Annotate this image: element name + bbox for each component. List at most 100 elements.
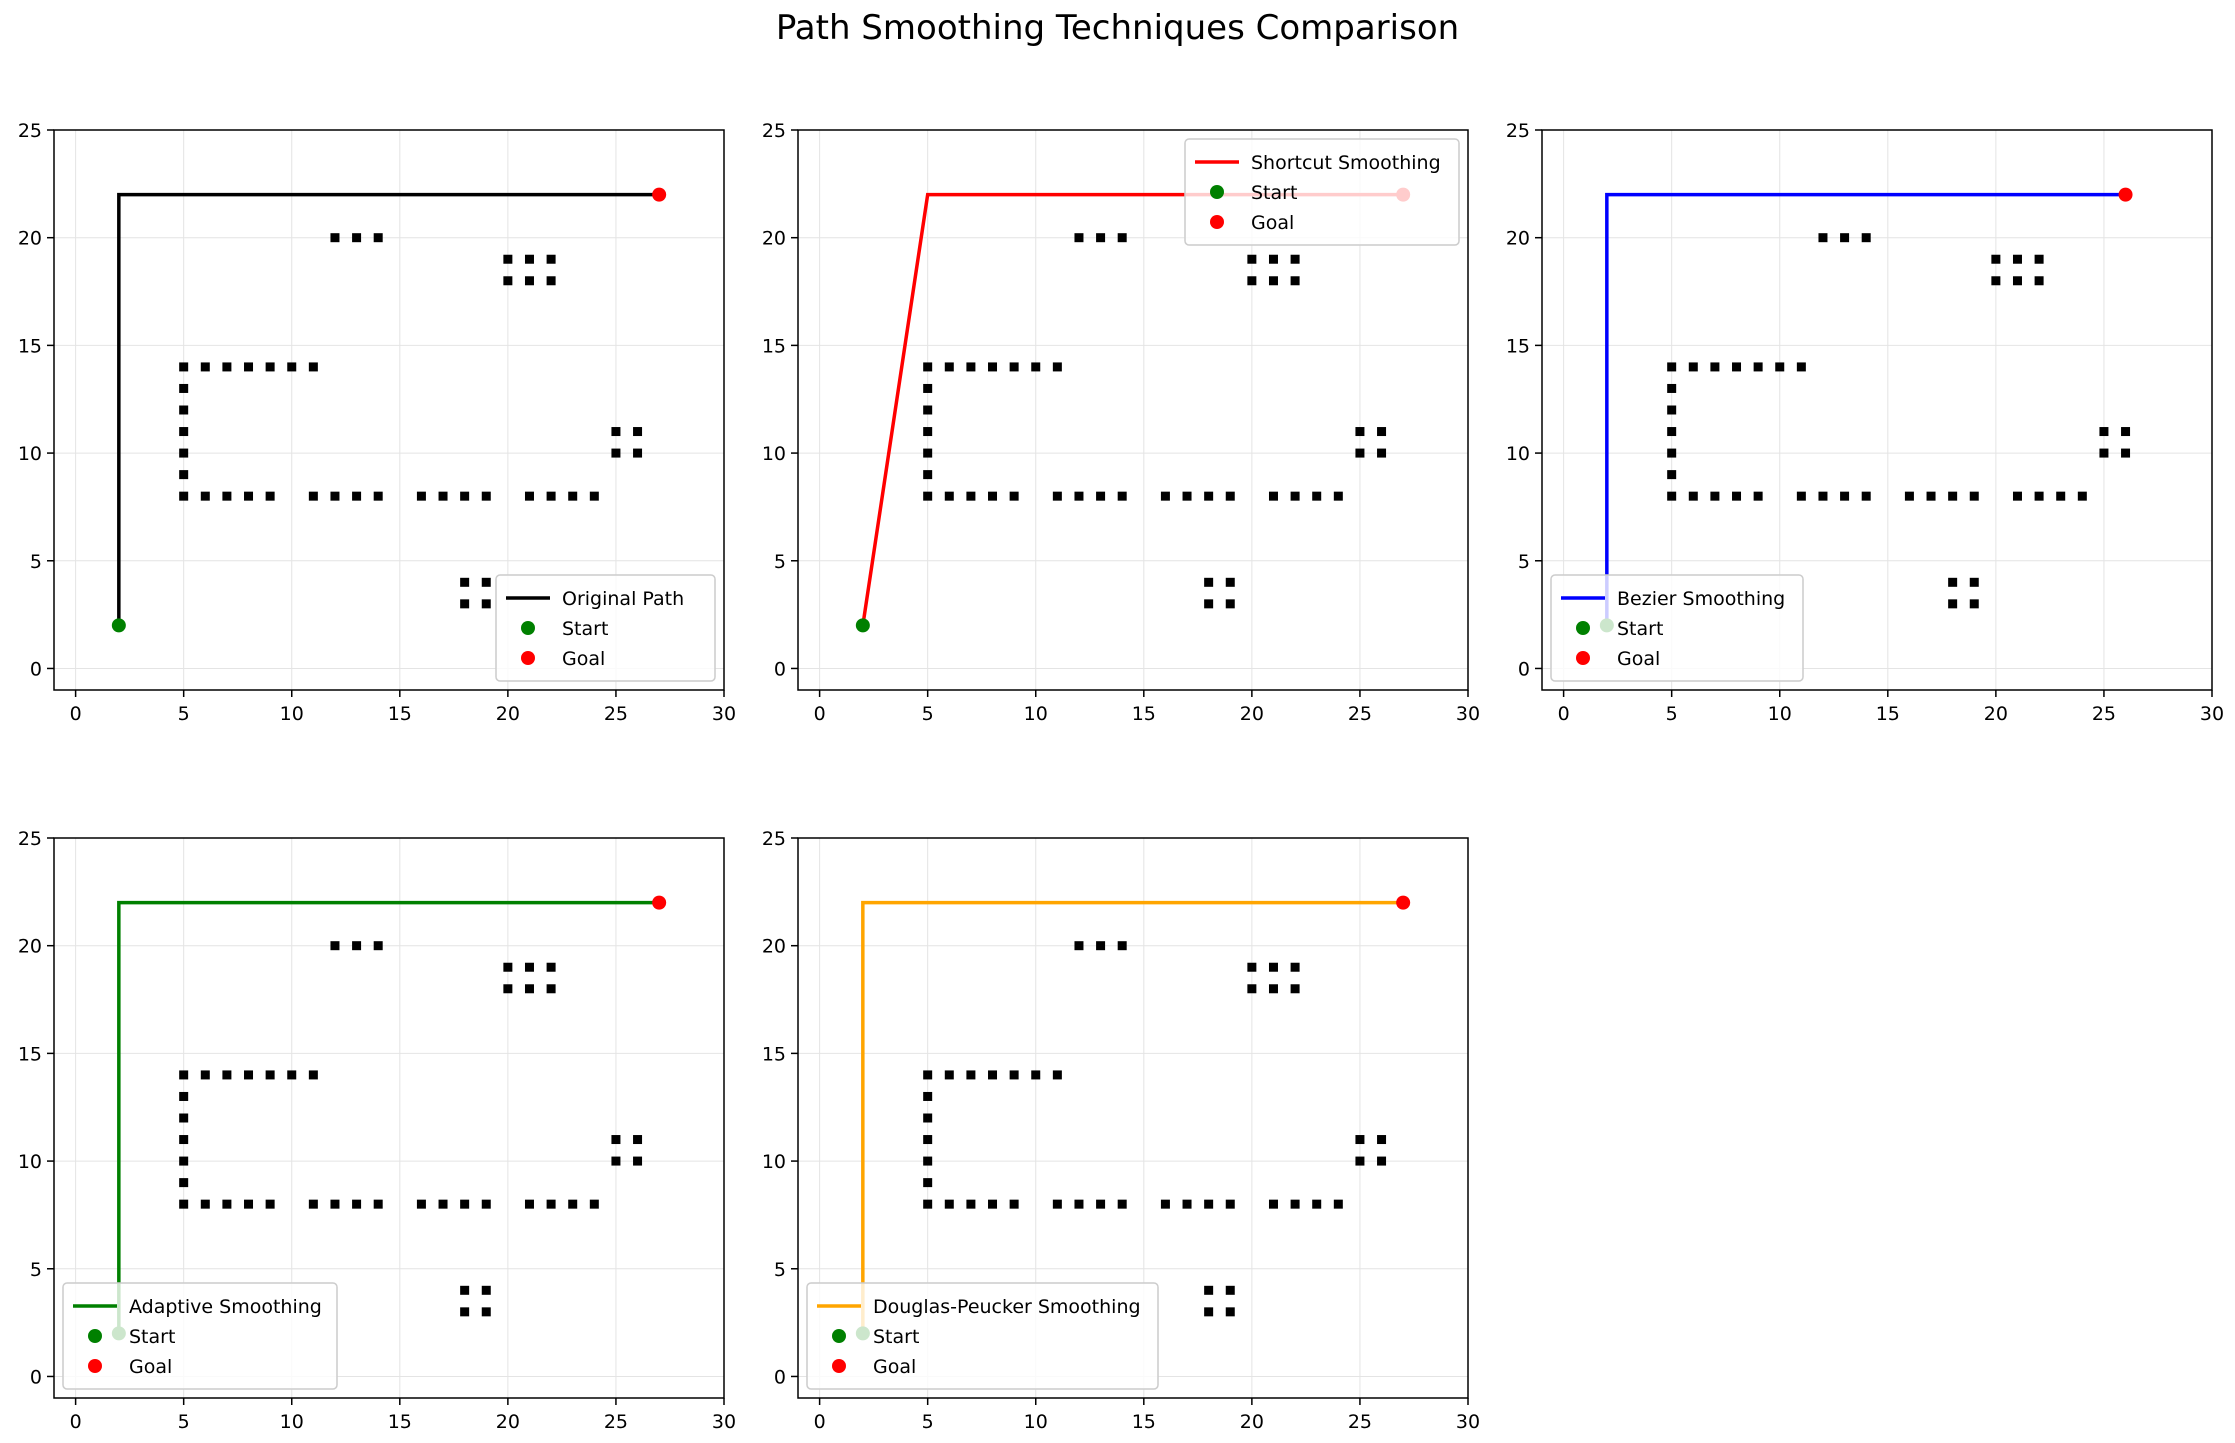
legend: Original Path Start Goal xyxy=(495,574,716,682)
obstacle-marker xyxy=(1204,1285,1214,1295)
obstacle-marker xyxy=(1775,362,1785,372)
obstacle-marker xyxy=(923,427,933,437)
obstacle-marker xyxy=(1225,599,1235,609)
obstacle-marker xyxy=(308,491,318,501)
obstacle-marker xyxy=(546,984,556,994)
y-tick-label: 15 xyxy=(762,1043,786,1065)
obstacle-marker xyxy=(1796,362,1806,372)
obstacle-marker xyxy=(1667,362,1677,372)
legend-label: Douglas-Peucker Smoothing xyxy=(873,1296,1141,1318)
obstacle-marker xyxy=(1377,1156,1387,1166)
obstacle-marker xyxy=(966,1070,976,1080)
y-tick-label: 5 xyxy=(774,1259,786,1281)
obstacle-marker xyxy=(1268,984,1278,994)
obstacle-marker xyxy=(944,1199,954,1209)
axes-frame xyxy=(797,837,1469,1399)
y-tick-label: 25 xyxy=(762,828,786,850)
x-tick-label: 25 xyxy=(1348,1411,1372,1433)
x-tick-label: 20 xyxy=(1240,1411,1264,1433)
obstacle-marker xyxy=(1290,491,1300,501)
subplot-3: 0 5 10 15 20 25 30 0 5 10 15 20 25 Bezier Smoothing St… xyxy=(1506,120,2224,725)
obstacle-marker xyxy=(1333,1199,1343,1209)
y-tick-label: 10 xyxy=(18,443,42,465)
y-tick-label: 20 xyxy=(762,228,786,250)
obstacle-marker xyxy=(2077,491,2087,501)
x-tick-label: 0 xyxy=(70,1411,82,1433)
x-tick-label: 30 xyxy=(1456,703,1480,725)
obstacle-marker xyxy=(2034,254,2044,264)
obstacle-marker xyxy=(966,362,976,372)
obstacle-marker xyxy=(1667,491,1677,501)
legend-dot-swatch xyxy=(88,1329,102,1343)
obstacle-marker xyxy=(200,491,210,501)
obstacle-marker xyxy=(546,276,556,286)
obstacle-marker xyxy=(1182,491,1192,501)
legend-label: Start xyxy=(873,1326,919,1348)
y-tick-label: 5 xyxy=(1518,551,1530,573)
obstacle-marker xyxy=(438,491,448,501)
obstacle-marker xyxy=(1969,599,1979,609)
obstacle-marker xyxy=(1225,491,1235,501)
obstacle-marker xyxy=(244,1070,254,1080)
legend-box xyxy=(495,574,716,682)
x-tick-label: 25 xyxy=(2092,703,2116,725)
obstacle-marker xyxy=(923,491,933,501)
obstacle-marker xyxy=(179,470,189,480)
obstacle-marker xyxy=(546,254,556,264)
figure-title: Path Smoothing Techniques Comparison xyxy=(775,8,1460,48)
path-line xyxy=(117,192,660,626)
obstacle-marker xyxy=(1290,984,1300,994)
x-tick-label: 15 xyxy=(388,1411,412,1433)
x-tick-label: 15 xyxy=(388,703,412,725)
legend-dot-swatch xyxy=(832,1359,846,1373)
subplot-5: 0 5 10 15 20 25 30 0 5 10 15 20 25 Douglas-Peucker Sm… xyxy=(762,828,1480,1433)
obstacle-marker xyxy=(944,1070,954,1080)
x-tick-label: 30 xyxy=(2200,703,2224,725)
obstacle-marker xyxy=(1312,1199,1322,1209)
x-tick-label: 5 xyxy=(922,703,934,725)
obstacle-marker xyxy=(923,1070,933,1080)
y-tick-label: 5 xyxy=(774,551,786,573)
y-tick-label: 15 xyxy=(1506,335,1530,357)
obstacle-marker xyxy=(1355,1156,1365,1166)
obstacle-marker xyxy=(988,491,998,501)
obstacle-marker xyxy=(1052,362,1062,372)
legend: Adaptive Smoothing Start Goal xyxy=(62,1282,338,1390)
y-tick-label: 10 xyxy=(18,1151,42,1173)
obstacle-marker xyxy=(589,491,599,501)
x-tick-label: 15 xyxy=(1876,703,1900,725)
obstacle-marker xyxy=(546,1199,556,1209)
obstacle-marker xyxy=(373,233,383,243)
x-tick-label: 30 xyxy=(712,703,736,725)
obstacle-marker xyxy=(1377,427,1387,437)
legend-dot-swatch xyxy=(521,621,535,635)
obstacle-marker xyxy=(460,1199,470,1209)
legend: Shortcut Smoothing Start Goal xyxy=(1184,138,1460,246)
goal-marker xyxy=(652,187,667,202)
x-tick-label: 25 xyxy=(604,1411,628,1433)
obstacle-marker xyxy=(2099,427,2109,437)
y-tick-label: 20 xyxy=(762,936,786,958)
obstacle-marker xyxy=(1290,962,1300,972)
obstacle-marker xyxy=(352,941,362,951)
obstacle-marker xyxy=(1688,362,1698,372)
obstacle-marker xyxy=(1377,448,1387,458)
goal-marker xyxy=(1396,895,1411,910)
obstacle-marker xyxy=(611,1135,621,1145)
obstacle-marker xyxy=(1688,491,1698,501)
obstacle-marker xyxy=(988,1199,998,1209)
obstacle-marker xyxy=(1204,599,1214,609)
obstacle-marker xyxy=(568,491,578,501)
y-tick-label: 0 xyxy=(774,1366,786,1388)
x-tick-label: 10 xyxy=(1768,703,1792,725)
obstacle-marker xyxy=(611,427,621,437)
legend-label: Bezier Smoothing xyxy=(1617,588,1785,610)
legend-dot-swatch xyxy=(1576,621,1590,635)
y-tick-label: 25 xyxy=(18,828,42,850)
subplot-1: 0 5 10 15 20 25 30 0 5 10 15 20 25 Original Path Start… xyxy=(18,120,736,725)
goal-marker xyxy=(652,895,667,910)
start-marker xyxy=(111,618,126,633)
obstacle-marker xyxy=(1074,941,1084,951)
obstacle-marker xyxy=(1117,1199,1127,1209)
